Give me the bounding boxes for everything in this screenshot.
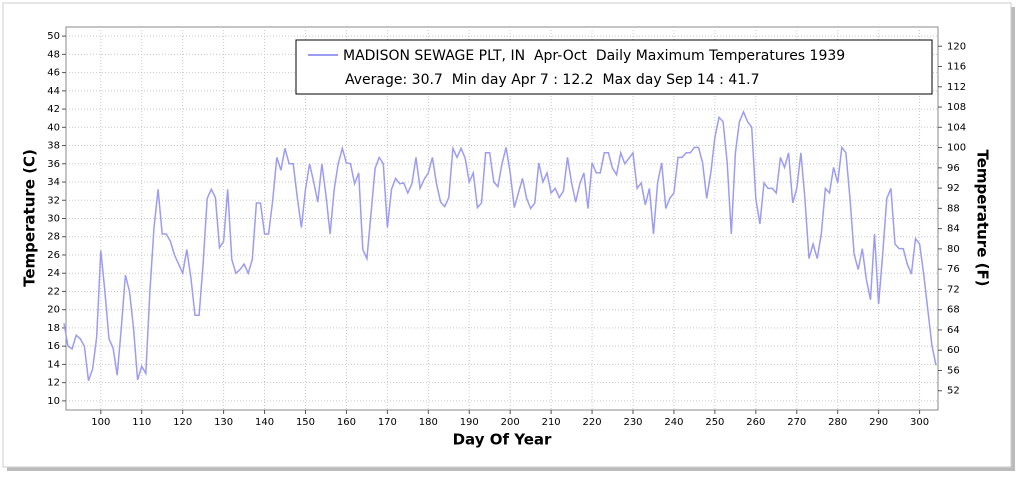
y2-tick-label: 52 xyxy=(947,386,960,397)
y2-axis-title: Temperature (F) xyxy=(974,149,992,286)
y2-tick-label: 56 xyxy=(947,365,960,376)
x-tick-label: 200 xyxy=(501,417,520,428)
y-tick-label: 36 xyxy=(47,159,60,170)
legend xyxy=(295,39,933,95)
x-tick-label: 210 xyxy=(542,417,561,428)
x-tick-label: 290 xyxy=(869,417,888,428)
x-tick-label: 100 xyxy=(91,417,110,428)
x-tick-label: 180 xyxy=(419,417,438,428)
y2-tick-label: 96 xyxy=(947,163,960,174)
y2-tick-label: 116 xyxy=(947,62,966,73)
x-tick-label: 140 xyxy=(255,417,274,428)
y-tick-label: 34 xyxy=(47,177,60,188)
x-tick-label: 150 xyxy=(296,417,315,428)
y2-tick-label: 100 xyxy=(947,143,966,154)
y2-tick-label: 112 xyxy=(947,82,966,93)
y-tick-label: 40 xyxy=(47,122,60,133)
x-tick-label: 270 xyxy=(787,417,806,428)
x-tick-label: 190 xyxy=(460,417,479,428)
x-tick-label: 160 xyxy=(337,417,356,428)
y-tick-label: 38 xyxy=(47,141,60,152)
x-axis-title: Day Of Year xyxy=(453,431,552,449)
y-tick-label: 24 xyxy=(47,268,60,279)
legend-label: MADISON SEWAGE PLT, IN Apr-Oct Daily Max… xyxy=(343,48,845,64)
y-tick-label: 18 xyxy=(47,323,60,334)
y2-tick-label: 108 xyxy=(947,102,966,113)
y-tick-label: 28 xyxy=(47,232,60,243)
x-tick-label: 280 xyxy=(828,417,847,428)
y-tick-label: 50 xyxy=(47,31,60,42)
y-tick-label: 10 xyxy=(47,396,60,407)
x-tick-label: 250 xyxy=(705,417,724,428)
y-tick-label: 16 xyxy=(47,341,60,352)
y2-tick-label: 88 xyxy=(947,203,960,214)
y-tick-label: 42 xyxy=(47,104,60,115)
y2-tick-label: 72 xyxy=(947,284,960,295)
y-tick-label: 20 xyxy=(47,305,60,316)
x-tick-label: 130 xyxy=(214,417,233,428)
x-tick-label: 300 xyxy=(910,417,929,428)
x-tick-label: 220 xyxy=(583,417,602,428)
y2-tick-label: 64 xyxy=(947,325,960,336)
subtitle: Average: 30.7 Min day Apr 7 : 12.2 Max d… xyxy=(345,72,760,88)
y2-tick-label: 60 xyxy=(947,345,960,356)
y2-tick-label: 84 xyxy=(947,224,960,235)
y2-tick-label: 76 xyxy=(947,264,960,275)
y-tick-label: 48 xyxy=(47,49,60,60)
x-tick-label: 240 xyxy=(664,417,683,428)
series-line xyxy=(63,109,937,382)
y-tick-label: 26 xyxy=(47,250,60,261)
y2-tick-label: 68 xyxy=(947,305,960,316)
y-tick-label: 14 xyxy=(47,359,60,370)
y2-tick-label: 92 xyxy=(947,183,960,194)
y-tick-label: 12 xyxy=(47,378,60,389)
y-tick-label: 44 xyxy=(47,86,60,97)
y-axis-title: Temperature (C) xyxy=(21,149,39,287)
y-tick-label: 46 xyxy=(47,68,60,79)
x-tick-label: 230 xyxy=(623,417,642,428)
y2-tick-label: 80 xyxy=(947,244,960,255)
y-tick-label: 22 xyxy=(47,286,60,297)
y-tick-label: 30 xyxy=(47,214,60,225)
x-tick-label: 170 xyxy=(378,417,397,428)
x-tick-label: 260 xyxy=(746,417,765,428)
x-tick-label: 120 xyxy=(173,417,192,428)
y2-tick-label: 104 xyxy=(947,122,966,133)
x-tick-label: 110 xyxy=(132,417,151,428)
y-tick-label: 32 xyxy=(47,195,60,206)
y2-tick-label: 120 xyxy=(947,41,966,52)
